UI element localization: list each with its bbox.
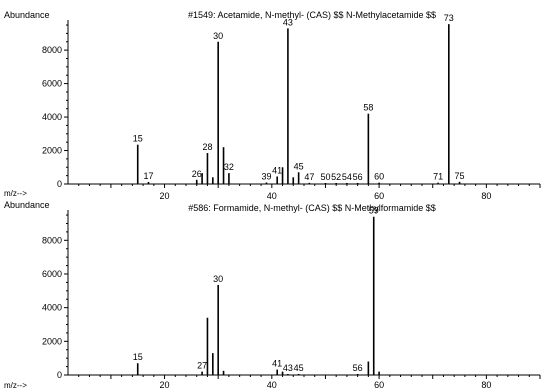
peak-label: 58 xyxy=(363,103,373,113)
peak-label: 41 xyxy=(272,165,282,175)
x-tick-label: 20 xyxy=(160,380,170,389)
peak-label: 39 xyxy=(261,171,271,181)
peak-label: 56 xyxy=(353,363,363,373)
peak-label: 71 xyxy=(433,172,443,182)
peak-label: 56 xyxy=(353,172,363,182)
peak-label: 45 xyxy=(294,161,304,171)
y-axis-label: Abundance xyxy=(4,10,50,20)
x-tick-label: 60 xyxy=(374,380,384,389)
peak-label: 54 xyxy=(342,172,352,182)
y-tick-label: 4000 xyxy=(42,303,62,313)
peak-label: 47 xyxy=(304,172,314,182)
y-axis-label: Abundance xyxy=(4,200,50,210)
peak-label: 43 xyxy=(283,17,293,27)
peak-label: 27 xyxy=(197,361,207,371)
peak-label: 75 xyxy=(455,171,465,181)
x-tick-label: 60 xyxy=(374,191,384,201)
y-tick-label: 0 xyxy=(57,370,62,380)
y-tick-label: 8000 xyxy=(42,45,62,55)
y-tick-label: 4000 xyxy=(42,112,62,122)
peak-label: 15 xyxy=(133,352,143,362)
peak-label: 17 xyxy=(143,171,153,181)
spectrum-panel-bottom: Abundance #586: Formamide, N-methyl- (CA… xyxy=(4,200,541,389)
peak-label: 30 xyxy=(213,274,223,284)
y-tick-label: 2000 xyxy=(42,336,62,346)
peak-label: 26 xyxy=(192,169,202,179)
peak-label: 41 xyxy=(272,359,282,369)
x-tick-label: 40 xyxy=(267,380,277,389)
y-tick-label: 2000 xyxy=(42,146,62,156)
y-tick-label: 6000 xyxy=(42,269,62,279)
y-tick-label: 0 xyxy=(57,179,62,189)
x-tick-label: 80 xyxy=(481,191,491,201)
peak-label: 43 xyxy=(283,363,293,373)
peak-label: 32 xyxy=(224,162,234,172)
chart-title: #1549: Acetamide, N-methyl- (CAS) $$ N-M… xyxy=(188,10,436,20)
y-tick-label: 8000 xyxy=(42,235,62,245)
peak-label: 60 xyxy=(374,172,384,182)
x-tick-label: 80 xyxy=(481,380,491,389)
peak-label: 52 xyxy=(331,172,341,182)
peak-label: 59 xyxy=(369,206,379,216)
spectrum-panel-top: Abundance #1549: Acetamide, N-methyl- (C… xyxy=(4,10,541,201)
x-axis-label: m/z--> xyxy=(4,381,27,389)
peak-label: 73 xyxy=(444,13,454,23)
x-tick-label: 40 xyxy=(267,191,277,201)
peak-label: 30 xyxy=(213,31,223,41)
chart-title: #586: Formamide, N-methyl- (CAS) $$ N-Me… xyxy=(188,203,436,213)
peak-label: 45 xyxy=(294,363,304,373)
y-tick-label: 6000 xyxy=(42,79,62,89)
peak-label: 15 xyxy=(133,134,143,144)
peak-label: 28 xyxy=(202,142,212,152)
x-tick-label: 20 xyxy=(160,191,170,201)
peak-label: 50 xyxy=(320,172,330,182)
x-axis-label: m/z--> xyxy=(4,189,27,198)
